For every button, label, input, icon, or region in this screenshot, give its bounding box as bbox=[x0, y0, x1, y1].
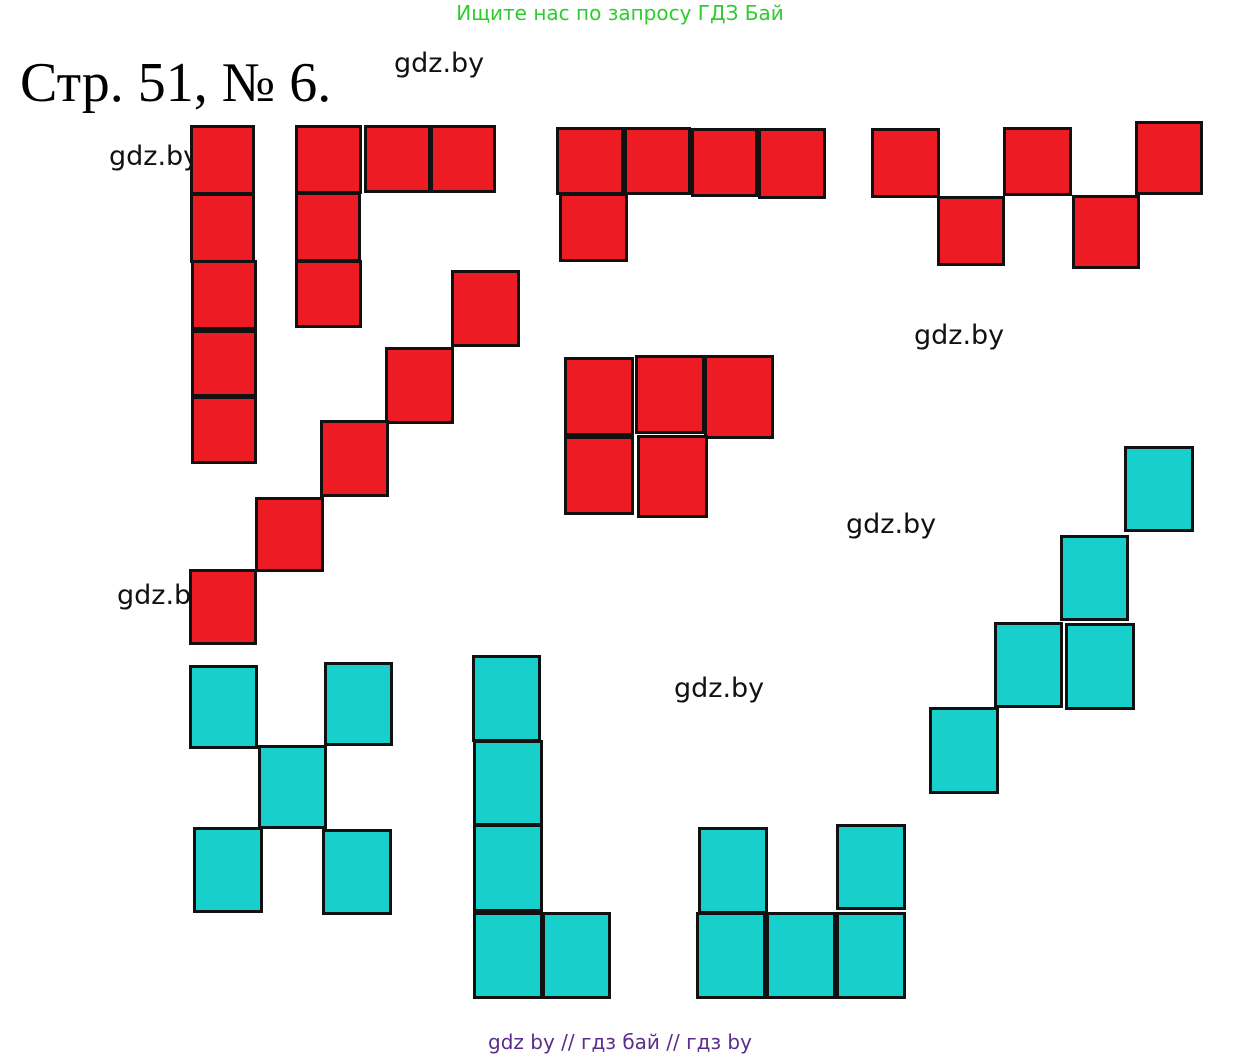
figure-diagonal-square bbox=[385, 347, 454, 424]
figure-stair-square bbox=[994, 622, 1063, 708]
figure-p-square bbox=[635, 355, 705, 434]
figure-stair-square bbox=[1065, 623, 1135, 710]
figure-w-zigzag-square bbox=[1072, 195, 1140, 269]
watermark: gdz.by bbox=[109, 141, 200, 172]
watermark: gdz.by bbox=[846, 509, 937, 540]
figure-x-diagonal-square bbox=[258, 745, 327, 829]
figure-u-square bbox=[836, 824, 906, 910]
figure-w-zigzag-square bbox=[1003, 127, 1072, 196]
figure-i-vertical-square bbox=[191, 396, 257, 464]
figure-diagonal-square bbox=[451, 270, 520, 347]
figure-p-square bbox=[704, 355, 774, 439]
figure-w-zigzag-square bbox=[937, 196, 1005, 266]
figure-u-square bbox=[696, 912, 766, 999]
figure-i-vertical-square bbox=[190, 125, 255, 195]
figure-l-corner-square bbox=[295, 192, 361, 262]
figure-x-diagonal-square bbox=[322, 829, 392, 915]
figure-l-vertical-square bbox=[542, 912, 611, 999]
promo-banner: Ищите нас по запросу ГДЗ Бай bbox=[456, 1, 784, 25]
figure-x-diagonal-square bbox=[324, 662, 393, 746]
figure-l-horizontal-square bbox=[624, 127, 691, 195]
figure-l-horizontal-square bbox=[559, 193, 628, 262]
figure-x-diagonal-square bbox=[193, 827, 263, 913]
figure-i-vertical-square bbox=[190, 193, 255, 263]
figure-u-square bbox=[766, 912, 836, 999]
figure-w-zigzag-square bbox=[1135, 121, 1203, 195]
figure-i-vertical-square bbox=[191, 260, 257, 330]
figure-diagonal-square bbox=[255, 497, 324, 572]
figure-diagonal-square bbox=[189, 569, 257, 645]
figure-p-square bbox=[564, 436, 634, 515]
figure-stair-square bbox=[1124, 446, 1194, 532]
figure-u-square bbox=[836, 912, 906, 999]
figure-l-horizontal-square bbox=[758, 128, 826, 199]
figure-p-square bbox=[637, 435, 708, 518]
watermark: gdz.by bbox=[394, 48, 485, 79]
watermark: gdz.by bbox=[674, 673, 765, 704]
figure-l-corner-square bbox=[295, 260, 362, 328]
figure-l-vertical-square bbox=[473, 912, 543, 999]
figure-l-horizontal-square bbox=[691, 128, 758, 197]
figure-stair-square bbox=[1060, 535, 1129, 621]
footer-watermark: gdz by // гдз бай // гдз by bbox=[488, 1030, 752, 1054]
figure-l-vertical-square bbox=[472, 655, 541, 742]
watermark: gdz.by bbox=[914, 320, 1005, 351]
figure-l-corner-square bbox=[295, 125, 362, 194]
figure-x-diagonal-square bbox=[189, 665, 258, 749]
figure-l-vertical-square bbox=[473, 740, 543, 826]
figure-l-corner-square bbox=[364, 125, 431, 193]
figure-i-vertical-square bbox=[191, 330, 257, 397]
figure-l-horizontal-square bbox=[556, 127, 624, 195]
figure-w-zigzag-square bbox=[871, 128, 940, 198]
figure-u-square bbox=[698, 827, 768, 914]
figure-diagonal-square bbox=[320, 420, 389, 497]
page-title: Стр. 51, № 6. bbox=[20, 52, 332, 114]
figure-l-corner-square bbox=[430, 125, 496, 193]
figure-stair-square bbox=[929, 707, 999, 794]
figure-l-vertical-square bbox=[473, 824, 543, 912]
figure-p-square bbox=[564, 357, 634, 436]
